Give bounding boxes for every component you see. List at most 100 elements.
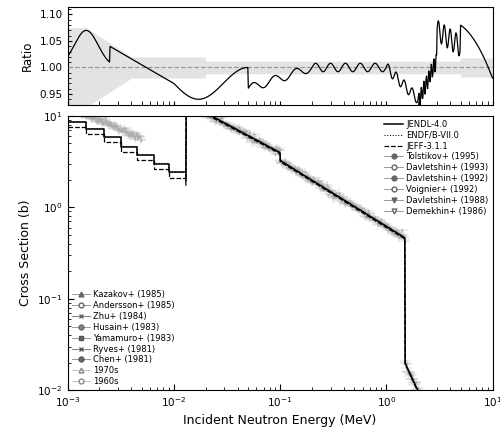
Point: [404, 368, 412, 375]
Point: [190, 105, 198, 112]
Point: [82, 114, 90, 121]
Point: [242, 129, 250, 136]
Point: [109, 122, 117, 129]
Point: [363, 213, 371, 220]
Point: [427, 415, 435, 422]
Point: [187, 103, 195, 110]
Point: [74, 108, 82, 115]
Point: [335, 189, 343, 196]
Point: [388, 227, 396, 234]
Point: [380, 220, 388, 227]
Point: [309, 177, 317, 184]
Point: [264, 143, 272, 150]
Point: [273, 146, 281, 153]
Point: [294, 167, 302, 174]
Point: [205, 112, 213, 119]
Point: [73, 109, 81, 116]
Point: [98, 120, 106, 127]
Point: [64, 102, 72, 109]
Point: [266, 144, 274, 151]
Point: [201, 107, 209, 114]
Point: [350, 201, 358, 208]
Point: [83, 111, 91, 118]
Point: [270, 147, 278, 154]
Point: [418, 396, 426, 403]
Point: [267, 145, 275, 152]
Point: [381, 221, 389, 228]
Point: [209, 115, 217, 122]
Point: [432, 429, 440, 436]
Point: [172, 93, 180, 100]
Point: [200, 105, 207, 112]
Point: [415, 390, 423, 397]
Point: [272, 146, 280, 153]
Point: [432, 428, 440, 435]
Point: [265, 145, 273, 152]
Point: [99, 120, 107, 127]
Point: [77, 109, 85, 116]
Point: [228, 126, 235, 133]
Point: [352, 202, 360, 209]
Point: [266, 146, 274, 153]
Point: [202, 109, 210, 116]
Point: [280, 158, 288, 165]
Point: [96, 116, 104, 123]
Point: [88, 114, 96, 121]
Point: [238, 129, 246, 136]
Point: [406, 369, 414, 376]
Point: [431, 421, 439, 428]
Point: [343, 198, 351, 205]
Point: [182, 99, 190, 106]
Point: [288, 165, 296, 172]
Point: [96, 116, 104, 123]
Point: [414, 386, 422, 393]
Point: [112, 124, 120, 131]
Point: [130, 133, 138, 140]
Point: [349, 201, 357, 208]
Point: [132, 130, 140, 137]
Point: [112, 121, 120, 128]
Point: [417, 395, 425, 402]
Point: [230, 125, 238, 132]
Point: [290, 164, 298, 171]
Point: [416, 388, 424, 395]
Point: [292, 169, 300, 176]
Point: [300, 173, 308, 180]
Point: [138, 74, 146, 81]
Point: [316, 182, 324, 189]
Point: [72, 108, 80, 115]
Point: [86, 112, 94, 119]
Point: [392, 230, 400, 237]
Point: [344, 198, 352, 205]
Point: [118, 126, 126, 133]
Point: [102, 116, 110, 123]
Point: [243, 135, 251, 142]
Point: [314, 180, 322, 187]
Point: [116, 126, 124, 133]
Point: [216, 118, 224, 125]
Point: [214, 117, 222, 124]
Point: [210, 115, 218, 122]
Point: [355, 206, 363, 213]
Point: [155, 84, 163, 91]
Point: [120, 124, 128, 131]
Point: [224, 123, 232, 129]
Point: [94, 114, 102, 121]
Point: [260, 140, 268, 146]
Point: [342, 198, 350, 205]
Point: [303, 172, 311, 179]
Point: [146, 82, 154, 89]
Point: [412, 379, 420, 386]
Point: [286, 164, 294, 171]
Point: [282, 160, 290, 167]
Point: [68, 102, 76, 109]
Point: [382, 223, 390, 230]
Point: [332, 193, 340, 200]
Point: [171, 92, 179, 99]
Point: [104, 119, 112, 126]
Point: [71, 108, 79, 115]
Point: [378, 219, 386, 226]
Point: [70, 108, 78, 115]
Point: [237, 129, 245, 136]
Point: [256, 138, 264, 145]
